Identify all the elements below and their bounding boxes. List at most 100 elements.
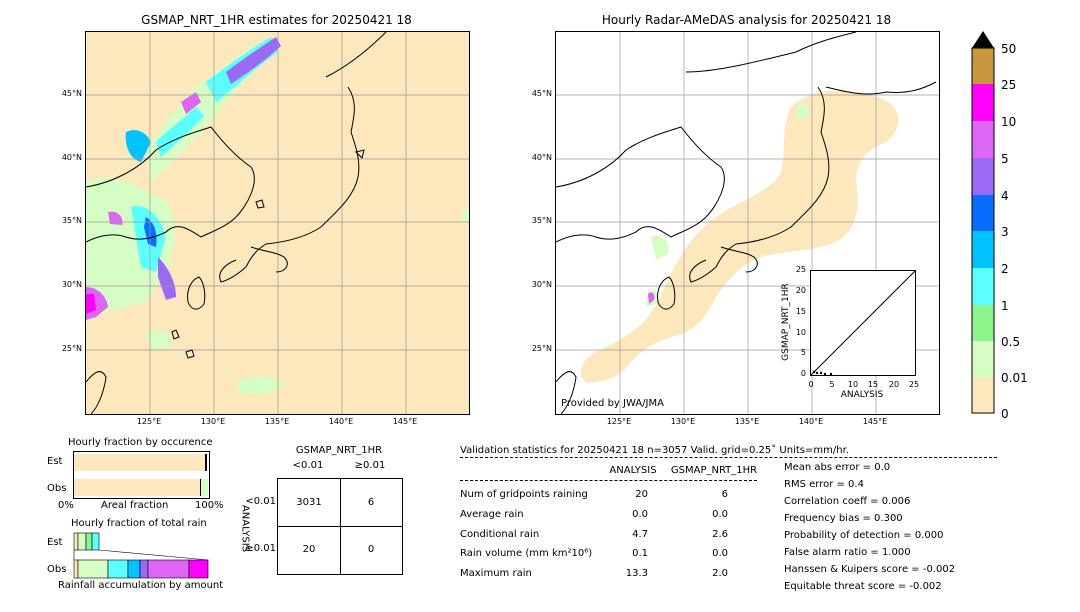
occurrence-axis-right: 100%: [195, 500, 224, 511]
inset-ytick-20: 20: [795, 286, 806, 295]
validation-score: Equitable threat score = -0.002: [784, 581, 942, 592]
left-map-canvas: [86, 32, 469, 414]
validation-score: Mean abs error = 0.0: [784, 462, 891, 473]
inset-xtick-10: 10: [847, 380, 859, 389]
colorbar-swatch-0.01-0.5: [972, 341, 994, 378]
colorbar-swatch-0.5-1: [972, 305, 994, 341]
validation-row-analysis: 13.3: [625, 568, 648, 579]
contingency-row-ge: ≥0.01: [245, 543, 276, 554]
total-rain-row-obs: Obs: [47, 564, 67, 575]
right-lon-label-140: 140°E: [798, 417, 824, 426]
coastlines: [556, 32, 937, 414]
occurrence-axis-left: 0%: [58, 500, 74, 511]
colorbar-swatch-2-3: [972, 231, 994, 268]
colorbar-label-3: 3: [1001, 225, 1009, 239]
occurrence-axis-mid: Areal fraction: [101, 500, 169, 511]
provider-credit: Provided by JWA/JMA: [561, 398, 664, 409]
right-map: 25 20 15 10 5 0 0 5 10 15 20 25 ANALYSIS…: [555, 31, 940, 415]
validation-row-analysis: 20: [635, 489, 648, 500]
colorbar-label-4: 4: [1001, 189, 1009, 203]
left-map-title: GSMAP_NRT_1HR estimates for 20250421 18: [141, 13, 412, 27]
right-lon-label-145: 145°E: [862, 417, 888, 426]
total-rain-footer: Rainfall accumulation by amount: [58, 580, 224, 591]
colorbar-swatch-5-10: [972, 121, 994, 158]
inset-xtick-15: 15: [867, 380, 879, 389]
right-lat-label-45: 45°N: [531, 89, 552, 98]
occurrence-est-rain-bar: [205, 454, 207, 471]
colorbar: [971, 31, 995, 414]
occurrence-est-bar: [74, 454, 206, 471]
colorbar-swatch-4-5: [972, 158, 994, 195]
right-lat-label-40: 40°N: [531, 153, 552, 162]
occurrence-chart: [73, 451, 210, 499]
left-lon-label-135: 135°E: [264, 417, 290, 426]
left-lat-label-35: 35°N: [61, 216, 82, 225]
validation-divider-top: [460, 457, 997, 458]
validation-row-analysis: 4.7: [632, 529, 648, 540]
validation-row-label: Num of gridpoints raining: [460, 489, 588, 500]
colorbar-label-5: 5: [1001, 152, 1009, 166]
validation-col-analysis: ANALYSIS: [609, 465, 657, 476]
validation-score: Correlation coeff = 0.006: [784, 496, 911, 507]
right-map-title: Hourly Radar-AMeDAS analysis for 2025042…: [601, 13, 892, 27]
contingency-col-ge: ≥0.01: [354, 460, 386, 471]
inset-ytick-10: 10: [795, 328, 806, 337]
inset-ytick-5: 5: [800, 348, 806, 357]
inset-ytick-25: 25: [795, 265, 806, 274]
right-lat-label-30: 30°N: [531, 280, 552, 289]
colorbar-swatch-3-4: [972, 195, 994, 231]
left-lon-label-125: 125°E: [136, 417, 162, 426]
validation-row-gsmap: 6: [721, 489, 728, 500]
inset-xlabel: ANALYSIS: [840, 390, 884, 400]
right-lon-label-130: 130°E: [670, 417, 696, 426]
occurrence-obs-bar: [74, 479, 200, 496]
colorbar-swatch-1-2: [972, 268, 994, 305]
inset-xtick-0: 0: [808, 380, 814, 389]
validation-score: Probability of detection = 0.000: [784, 530, 944, 541]
validation-score: False alarm ratio = 1.000: [784, 547, 911, 558]
scatter-inset-plot: [810, 270, 916, 376]
colorbar-swatch-0-0.01: [972, 378, 994, 413]
right-lat-label-25: 25°N: [531, 344, 552, 353]
validation-score: Hanssen & Kuipers score = -0.002: [784, 564, 956, 575]
colorbar-label-10: 10: [1001, 115, 1017, 129]
grid-lines: [86, 32, 469, 414]
inset-xtick-20: 20: [888, 380, 900, 389]
contingency-cell-11: 0: [367, 544, 375, 555]
left-lat-label-30: 30°N: [61, 280, 82, 289]
radar-coverage: [580, 90, 899, 383]
validation-row-gsmap: 0.0: [712, 548, 728, 559]
contingency-title: GSMAP_NRT_1HR: [295, 445, 383, 456]
rain-areas: [86, 37, 469, 394]
occurrence-obs-rain-bar: [200, 479, 208, 496]
occurrence-row-obs: Obs: [47, 483, 67, 494]
colorbar-swatch-10-25: [972, 84, 994, 121]
left-lon-label-145: 145°E: [392, 417, 418, 426]
validation-row-label: Rain volume (mm km²10⁶): [460, 548, 593, 559]
left-map: [85, 31, 470, 415]
left-lat-label-40: 40°N: [61, 153, 82, 162]
right-lon-label-125: 125°E: [606, 417, 632, 426]
right-lat-label-35: 35°N: [531, 216, 552, 225]
scatter-inset: [810, 270, 916, 376]
left-lat-label-45: 45°N: [61, 89, 82, 98]
left-lon-label-130: 130°E: [200, 417, 226, 426]
inset-ylabel: GSMAP_NRT_1HR: [781, 283, 791, 361]
colorbar-swatch-25-50: [972, 48, 994, 84]
colorbar-label-50: 50: [1001, 42, 1017, 56]
inset-ytick-0: 0: [800, 369, 806, 378]
inset-xtick-25: 25: [908, 380, 920, 389]
validation-col-gsmap: GSMAP_NRT_1HR: [670, 465, 758, 476]
colorbar-arrow: [972, 31, 994, 48]
inset-xtick-5: 5: [829, 380, 835, 389]
contingency-cell-10: 20: [302, 544, 316, 555]
contingency-cell-01: 6: [367, 497, 375, 508]
coastlines: [86, 32, 387, 414]
occurrence-row-est: Est: [47, 456, 63, 467]
validation-header: Validation statistics for 20250421 18 n=…: [460, 445, 849, 456]
validation-row-label: Maximum rain: [460, 568, 532, 579]
left-lat-label-25: 25°N: [61, 344, 82, 353]
right-map-canvas: [556, 32, 939, 414]
right-lon-label-135: 135°E: [734, 417, 760, 426]
validation-row-analysis: 0.0: [632, 509, 648, 520]
